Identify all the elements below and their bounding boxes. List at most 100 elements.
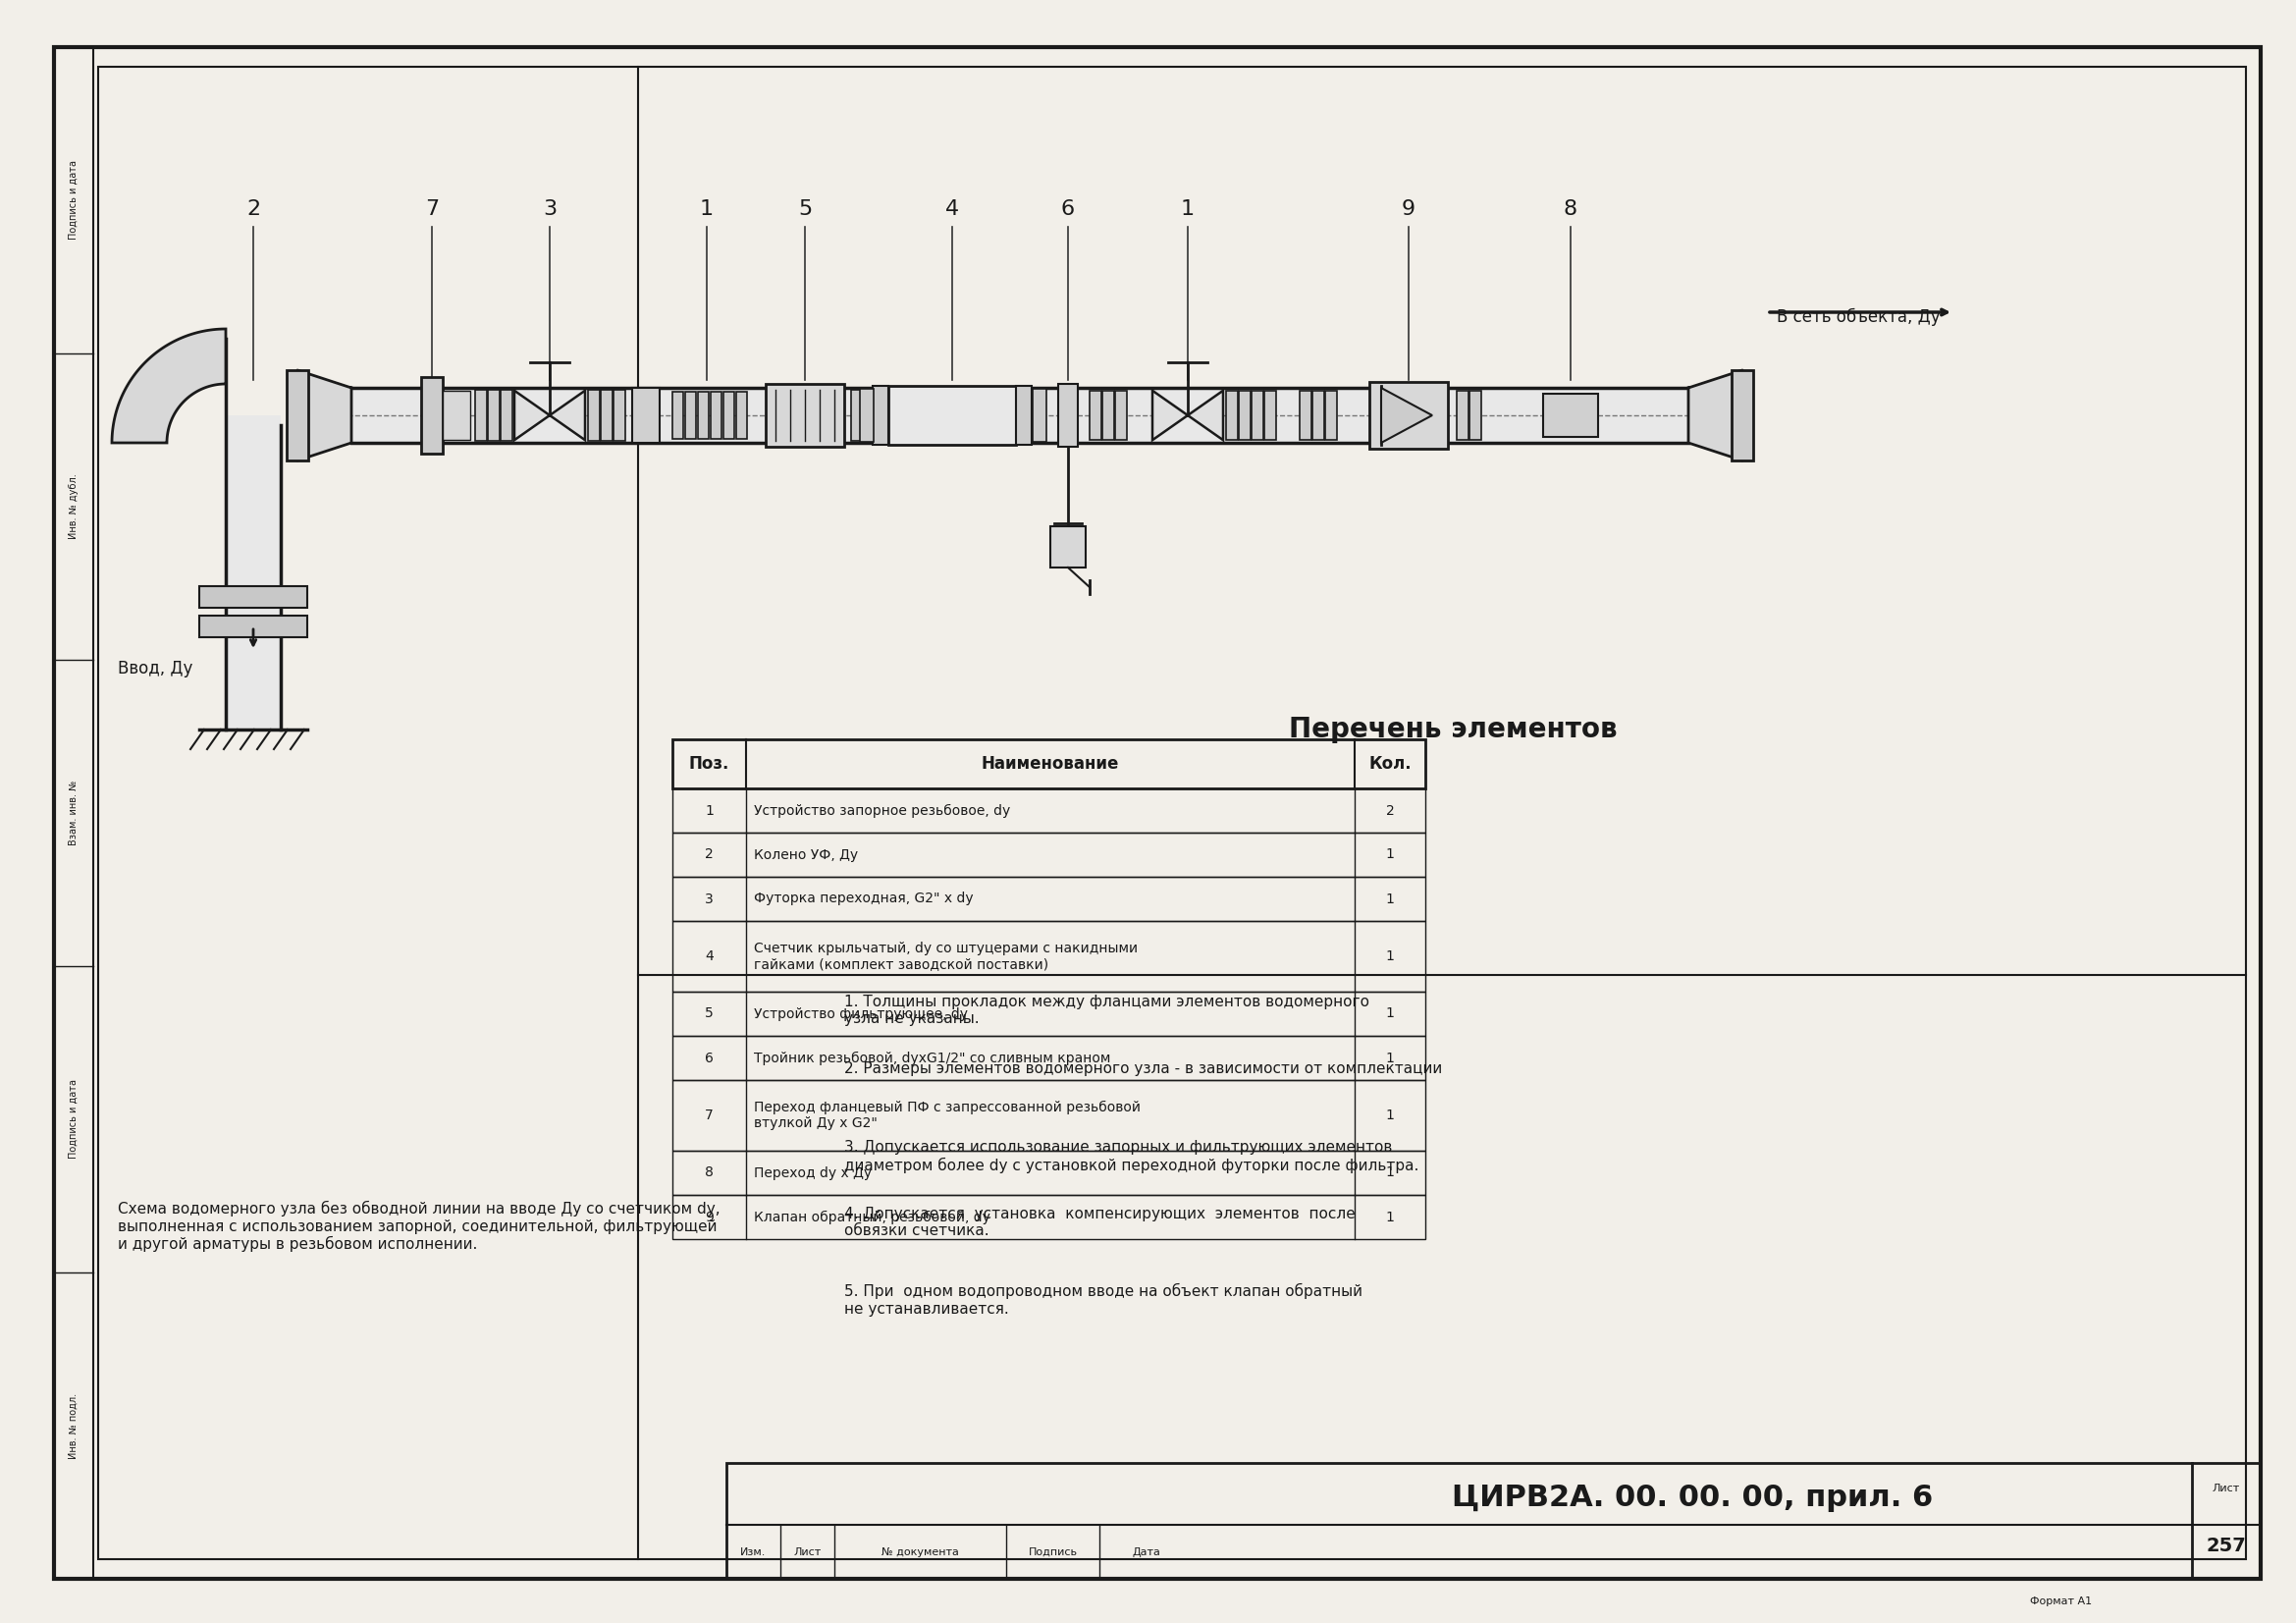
Text: Кол.: Кол. [1368, 755, 1412, 773]
Text: 4: 4 [705, 949, 714, 962]
Polygon shape [549, 391, 585, 440]
Bar [861, 390, 875, 441]
Text: 6: 6 [1061, 200, 1075, 219]
Text: Ввод, Ду: Ввод, Ду [117, 661, 193, 677]
Text: Лист: Лист [794, 1547, 822, 1556]
Text: 1: 1 [705, 803, 714, 818]
Text: Подпись и дата: Подпись и дата [69, 161, 78, 240]
Bar [698, 391, 707, 438]
Text: Футорка переходная, G2" x dy: Футорка переходная, G2" x dy [753, 893, 974, 906]
Bar [1265, 391, 1277, 440]
Bar [351, 388, 1688, 443]
Text: 9: 9 [1401, 200, 1417, 219]
Text: 3: 3 [542, 200, 556, 219]
Polygon shape [1187, 391, 1224, 440]
Text: 1: 1 [1384, 847, 1394, 862]
Text: 1: 1 [1384, 1006, 1394, 1021]
Text: Счетчик крыльчатый, dy со штуцерами с накидными
гайками (комплект заводской пост: Счетчик крыльчатый, dy со штуцерами с на… [753, 941, 1139, 971]
Bar [420, 377, 443, 453]
Bar [1058, 385, 1077, 446]
Bar [1300, 391, 1311, 440]
Bar [872, 386, 889, 445]
Text: 3. Допускается использование запорных и фильтрующих элементов
диаметром более dy: 3. Допускается использование запорных и … [845, 1139, 1419, 1173]
Bar [852, 390, 863, 441]
Text: Взам. инв. №: Взам. инв. № [69, 781, 78, 846]
Text: Лист: Лист [2213, 1483, 2241, 1493]
Bar [200, 615, 308, 638]
Polygon shape [298, 370, 351, 461]
Text: 1: 1 [1384, 1165, 1394, 1180]
Bar [673, 1195, 1426, 1238]
Text: № документа: № документа [882, 1547, 960, 1556]
Bar [1731, 370, 1754, 461]
Text: Изм.: Изм. [739, 1547, 767, 1556]
Text: 7: 7 [425, 200, 439, 219]
Bar [287, 370, 308, 461]
Text: 5: 5 [705, 1006, 714, 1021]
Bar [723, 391, 735, 438]
Bar [1033, 390, 1047, 441]
Bar [1240, 391, 1251, 440]
Text: Колено УФ, Ду: Колено УФ, Ду [753, 847, 859, 862]
Bar [1226, 391, 1238, 440]
Text: Инв. № дубл.: Инв. № дубл. [69, 474, 78, 539]
Text: Устройство фильтрующее, dy: Устройство фильтрующее, dy [753, 1006, 969, 1021]
Bar [673, 1151, 1426, 1195]
Bar [684, 391, 696, 438]
Text: 2: 2 [1387, 803, 1394, 818]
Text: 4: 4 [946, 200, 960, 219]
Bar [501, 390, 512, 441]
Bar [602, 390, 613, 441]
Bar [1091, 391, 1102, 440]
Text: 2. Размеры элементов водомерного узла - в зависимости от комплектации: 2. Размеры элементов водомерного узла - … [845, 1061, 1442, 1076]
Text: Перечень элементов: Перечень элементов [1288, 716, 1616, 743]
Bar [1543, 394, 1598, 437]
Bar [889, 386, 1015, 445]
Bar [1325, 391, 1336, 440]
Bar [1102, 391, 1114, 440]
Text: Поз.: Поз. [689, 755, 730, 773]
Bar [877, 390, 889, 441]
Text: 3: 3 [705, 893, 714, 906]
Text: Инв. № подл.: Инв. № подл. [69, 1393, 78, 1459]
Bar [613, 390, 625, 441]
Text: 1: 1 [1384, 949, 1394, 962]
Bar [735, 391, 746, 438]
Bar [673, 833, 1426, 876]
Text: 1. Толщины прокладок между фланцами элементов водомерного
узла не указаны.: 1. Толщины прокладок между фланцами элем… [845, 995, 1368, 1026]
Bar [1456, 391, 1469, 440]
Bar [487, 390, 501, 441]
Polygon shape [113, 329, 225, 443]
Bar [1368, 381, 1449, 448]
Bar [1116, 391, 1127, 440]
Text: Подпись и дата: Подпись и дата [69, 1079, 78, 1159]
Text: В сеть объекта, Ду: В сеть объекта, Ду [1777, 308, 1940, 326]
Bar [673, 876, 1426, 920]
Bar [673, 789, 1426, 833]
Text: Клапан обратный, резьбовой, dy: Клапан обратный, резьбовой, dy [753, 1211, 990, 1224]
Polygon shape [1688, 370, 1743, 461]
Text: 257: 257 [2206, 1537, 2245, 1556]
Text: 1: 1 [1384, 1211, 1394, 1224]
Text: 1: 1 [1384, 1052, 1394, 1065]
Text: 5: 5 [799, 200, 813, 219]
Text: 8: 8 [705, 1165, 714, 1180]
Text: Тройник резьбовой, dyxG1/2" со сливным краном: Тройник резьбовой, dyxG1/2" со сливным к… [753, 1052, 1111, 1065]
Bar [225, 415, 280, 729]
Bar [673, 1079, 1426, 1151]
Polygon shape [514, 391, 549, 440]
Bar [709, 391, 721, 438]
Text: 8: 8 [1564, 200, 1577, 219]
Bar [443, 391, 471, 440]
Text: 6: 6 [705, 1052, 714, 1065]
Text: Наименование: Наименование [980, 755, 1118, 773]
Text: Формат А1: Формат А1 [2030, 1597, 2092, 1607]
Text: Переход dy x Ду: Переход dy x Ду [753, 1165, 872, 1180]
Text: Устройство запорное резьбовое, dy: Устройство запорное резьбовое, dy [753, 803, 1010, 818]
Bar [673, 740, 1426, 789]
Text: 1: 1 [1384, 893, 1394, 906]
Text: Переход фланцевый ПФ с запрессованной резьбовой
втулкой Ду x G2": Переход фланцевый ПФ с запрессованной ре… [753, 1100, 1141, 1130]
Bar [631, 388, 659, 443]
Text: 4. Допускается  установка  компенсирующих  элементов  после
обвязки счетчика.: 4. Допускается установка компенсирующих … [845, 1206, 1355, 1238]
Text: Схема водомерного узла без обводной линии на вводе Ду со счетчиком dy,
выполненн: Схема водомерного узла без обводной лини… [117, 1201, 721, 1253]
